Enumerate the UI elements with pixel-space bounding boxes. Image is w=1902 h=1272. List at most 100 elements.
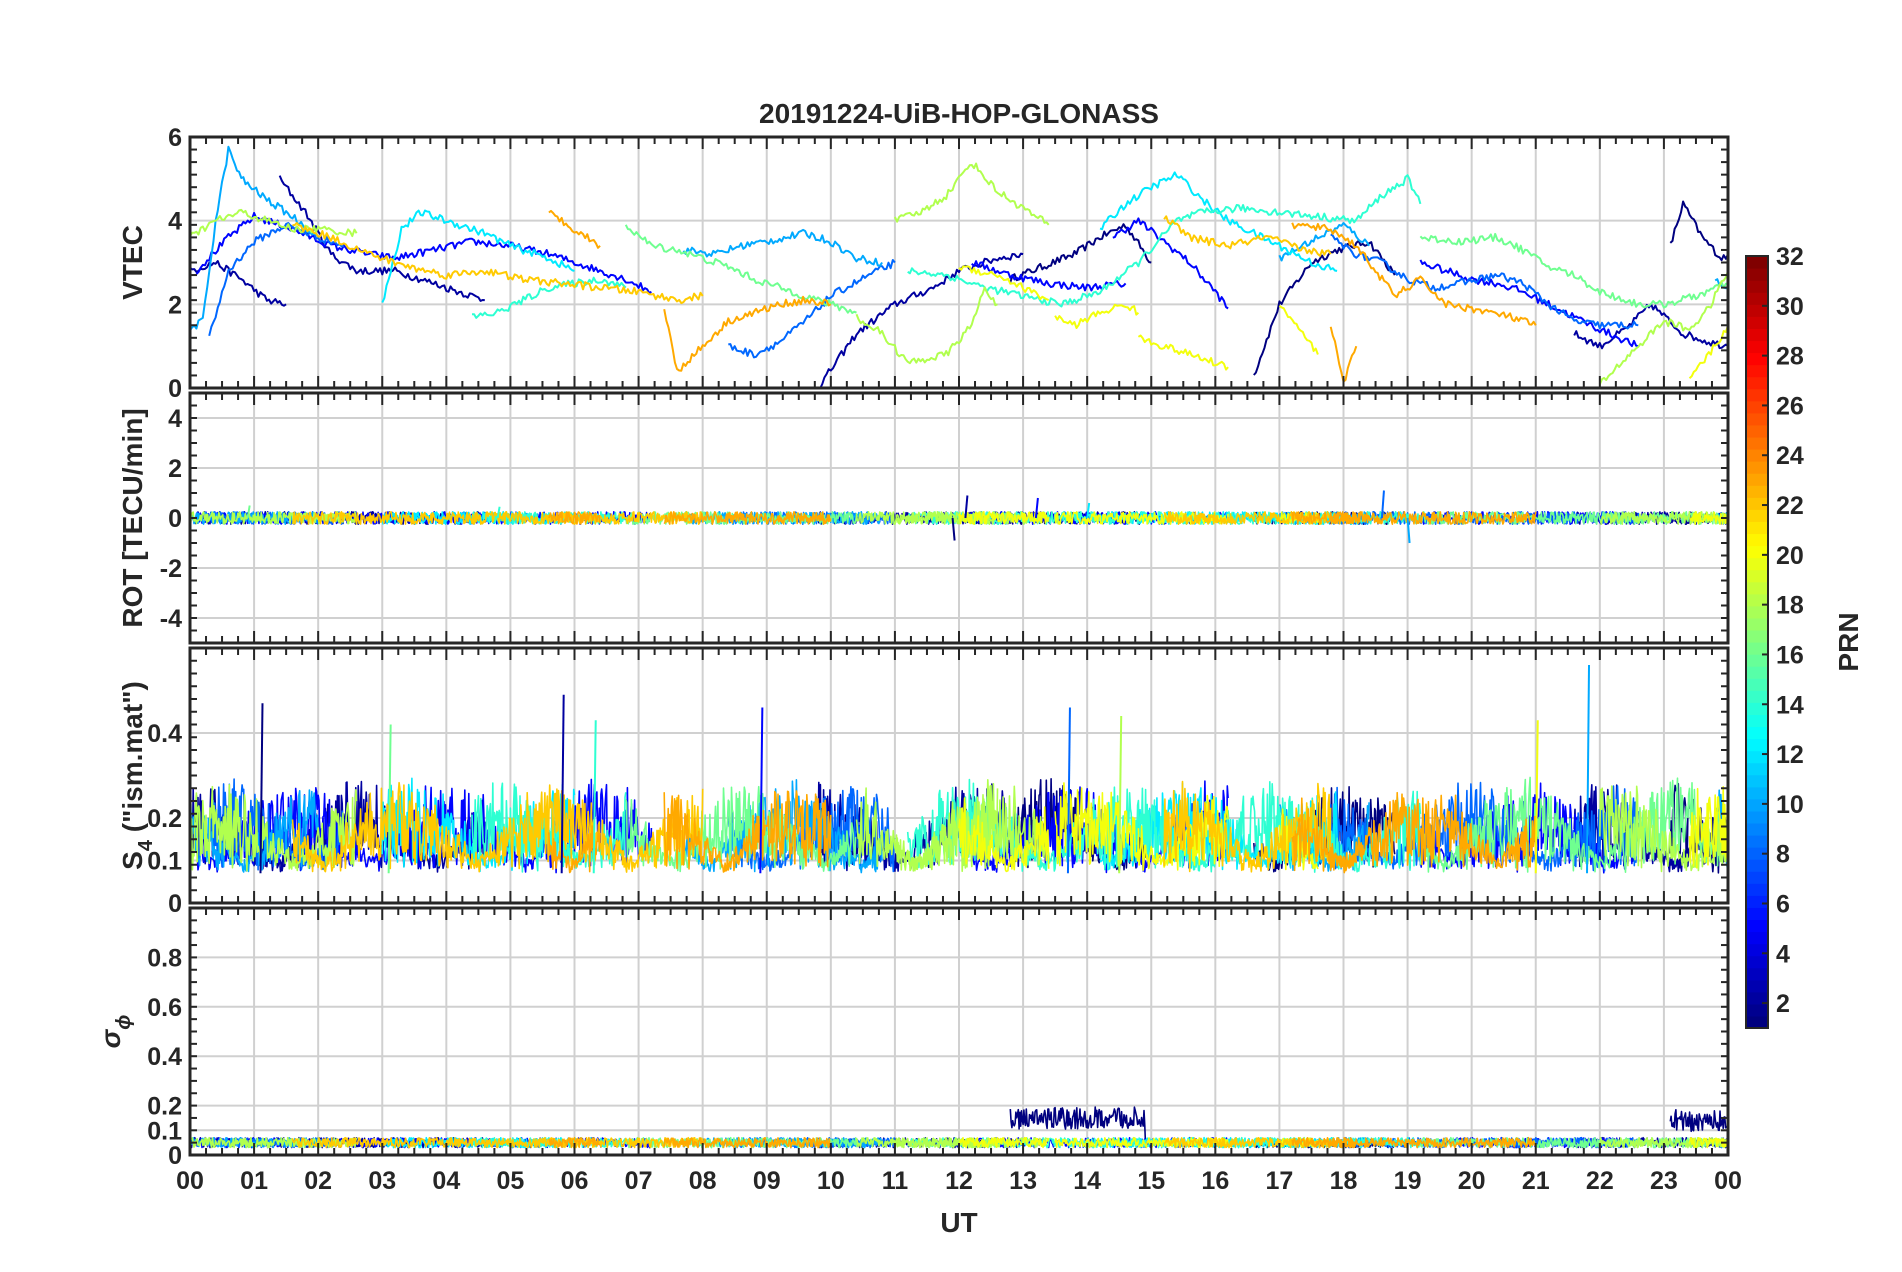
- colorbar-tick-label: 18: [1776, 592, 1804, 620]
- colorbar-tick-label: 28: [1776, 343, 1804, 371]
- colorbar-segment: [1746, 1015, 1768, 1029]
- vtec-line-prn-14: [907, 174, 1422, 308]
- x-tick-label: 21: [1522, 1167, 1550, 1195]
- vtec-line-prn-18: [1598, 270, 1728, 385]
- y-tick-label: 6: [168, 124, 182, 152]
- y-axis-label-sigma_phi: σϕ: [95, 1015, 135, 1049]
- s4-line-prn-18: [894, 778, 1050, 872]
- vtec-line-prn-20: [1054, 303, 1140, 329]
- sigma_phi-line-prn-20: [958, 1136, 1050, 1149]
- rot-spike: [964, 495, 969, 519]
- x-tick-label: 05: [497, 1167, 525, 1195]
- rot-line-prn-20: [958, 510, 1050, 526]
- colorbar-segment: [1746, 569, 1768, 583]
- colorbar-segment: [1746, 907, 1768, 921]
- colorbar-tick-label: 32: [1776, 243, 1804, 271]
- y-tick-label: 0.4: [147, 1043, 182, 1071]
- y-axis-label-rot: ROT [TECU/min]: [117, 408, 148, 627]
- sigma_phi-line-prn-20: [1688, 1137, 1728, 1149]
- y-axis-label-main: VTEC: [117, 225, 148, 300]
- colorbar-segment: [1746, 666, 1768, 679]
- s4-spike: [1118, 715, 1123, 874]
- rot-spike: [1380, 490, 1385, 519]
- x-tick-label: 02: [304, 1167, 332, 1195]
- vtec-line-prn-23: [1291, 222, 1537, 326]
- colorbar-segment: [1746, 316, 1768, 329]
- y-axis-label-main: σ: [95, 1028, 126, 1048]
- colorbar-segment: [1746, 521, 1768, 535]
- y-tick-label: 0: [168, 505, 182, 533]
- colorbar-segment: [1746, 847, 1768, 860]
- colorbar-segment: [1746, 702, 1768, 715]
- vtec-line-prn-2: [190, 260, 287, 307]
- colorbar-segment: [1746, 931, 1768, 945]
- y-tick-label: 0.1: [147, 1117, 182, 1145]
- s4-line-prn-20: [1278, 808, 1319, 871]
- colorbar-tick-label: 22: [1776, 492, 1804, 520]
- rot-line-prn-16: [625, 510, 858, 526]
- s4-spike: [387, 724, 392, 874]
- y-tick-label: 0.4: [147, 720, 182, 748]
- vtec-line-prn-5: [971, 260, 1127, 292]
- x-tick-label: 07: [625, 1167, 653, 1195]
- s4-line-prn-1: [1669, 782, 1728, 874]
- s4-line-prn-20: [1688, 785, 1728, 869]
- colorbar-segment: [1746, 991, 1768, 1005]
- colorbar-segment: [1746, 352, 1768, 366]
- colorbar-segment: [1746, 979, 1768, 993]
- x-tick-label: 17: [1266, 1167, 1294, 1195]
- s4-line-prn-23: [548, 823, 601, 874]
- x-tick-label: 00: [1714, 1167, 1742, 1195]
- rot-spike: [496, 506, 501, 519]
- x-tick-label: 11: [882, 1167, 909, 1195]
- sigma_phi-line-prn-22: [1163, 1137, 1332, 1149]
- y-axis-label-suffix: ("ism.mat"): [117, 681, 148, 840]
- colorbar-segment: [1746, 364, 1768, 378]
- colorbar-segment: [1746, 581, 1768, 595]
- vtec-line-prn-23: [548, 209, 601, 249]
- data-lines: [190, 145, 1728, 388]
- vtec-line-prn-12: [1099, 171, 1338, 272]
- colorbar-segment: [1746, 1003, 1768, 1017]
- vtec-line-prn-18: [893, 162, 1050, 226]
- x-tick-label: 14: [1073, 1167, 1101, 1195]
- x-tick-label: 09: [753, 1167, 781, 1195]
- vtec-line-prn-12: [381, 209, 575, 303]
- y-tick-label: 0: [168, 1142, 182, 1170]
- rot-spike: [951, 517, 956, 541]
- colorbar-label: PRN: [1833, 612, 1864, 671]
- sigma_phi-line-prn-23: [548, 1136, 601, 1149]
- y-tick-label: -2: [160, 555, 182, 583]
- rot-spike: [246, 505, 251, 519]
- rot-spike: [1086, 502, 1091, 519]
- vtec-line-prn-1: [1253, 239, 1396, 376]
- colorbar-segment: [1746, 967, 1768, 981]
- y-axis-label-main: ROT [TECU/min]: [117, 408, 148, 627]
- s4-spike: [560, 694, 565, 874]
- x-tick-label: 22: [1586, 1167, 1614, 1195]
- sigma_phi-line-prn-1: [1009, 1106, 1153, 1148]
- colorbar-tick-label: 12: [1776, 741, 1804, 769]
- sigma_phi-line-prn-20: [1054, 1136, 1140, 1149]
- ticks: [189, 136, 1729, 389]
- ticks: [189, 647, 1729, 904]
- colorbar-segment: [1746, 424, 1768, 438]
- colorbar-tick-label: 6: [1776, 890, 1790, 918]
- vtec-line-prn-10: [1278, 222, 1370, 262]
- vtec-line-prn-20: [1278, 304, 1319, 355]
- vtec-line-prn-22: [292, 222, 704, 305]
- s4-line-prn-23: [1329, 846, 1358, 874]
- x-tick-label: 12: [945, 1167, 973, 1195]
- rot-spike: [1034, 497, 1039, 519]
- vtec-line-prn-14: [472, 276, 627, 319]
- panel-vtec: 0 2 4 6 VTEC: [117, 124, 1730, 403]
- x-tick-label: 01: [240, 1167, 268, 1195]
- colorbar-segment: [1746, 810, 1768, 824]
- colorbar-segment: [1746, 400, 1768, 414]
- y-tick-label: 4: [168, 208, 182, 236]
- colorbar-tick-label: 8: [1776, 841, 1790, 869]
- colorbar-tick-label: 10: [1776, 791, 1804, 819]
- colorbar-segment: [1746, 292, 1768, 305]
- colorbar-segment: [1746, 412, 1768, 426]
